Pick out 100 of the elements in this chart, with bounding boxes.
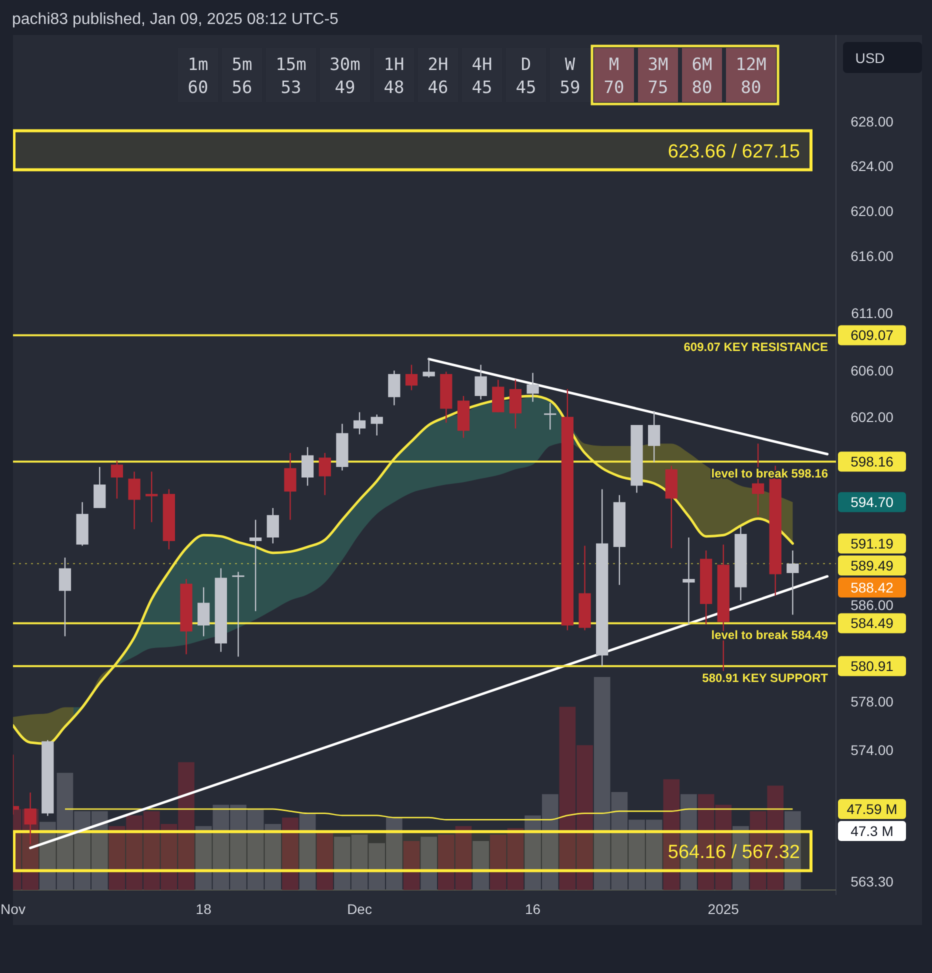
candlestick	[284, 452, 296, 520]
band-label: 623.66 / 627.15	[668, 141, 800, 162]
table-cell: 1m 60	[178, 48, 218, 102]
candlestick	[94, 466, 106, 509]
annotation: 30m	[330, 55, 360, 75]
bar	[282, 818, 298, 890]
candlestick	[405, 364, 418, 391]
bar	[299, 813, 316, 890]
y-tick-label: 611.00	[851, 305, 894, 322]
annotation: 45	[516, 78, 536, 98]
y-axis-title: USD	[855, 50, 885, 66]
annotation: M	[608, 55, 620, 75]
annotation: 60	[188, 78, 208, 98]
table-cell: M 70	[594, 48, 634, 102]
annotation: 1H	[384, 55, 404, 75]
text: 47.3 M	[850, 823, 894, 840]
table-cell: W 59	[550, 48, 590, 102]
candlestick	[682, 536, 695, 625]
candlestick	[266, 507, 279, 544]
candlestick	[474, 364, 487, 400]
candlestick	[58, 557, 72, 637]
chart-title: pachi83 published, Jan 09, 2025 08:12 UTC-5	[12, 11, 339, 28]
bar	[403, 841, 420, 890]
candlestick	[526, 372, 539, 402]
y-tick-label: 563.30	[850, 873, 894, 890]
table-cell: 6M 80	[682, 48, 722, 102]
candlestick	[301, 446, 314, 486]
y-tick-label: 616.00	[850, 248, 894, 264]
text: 588.42	[850, 580, 894, 596]
text: 589.49	[850, 558, 894, 574]
text: 580.91	[850, 658, 894, 674]
y-tick-label: 586.00	[850, 597, 894, 614]
y-tick-label: 606.00	[850, 362, 894, 379]
x-tick-label: 18	[196, 901, 212, 917]
candlestick	[422, 357, 435, 378]
y-tick-label: 578.00	[850, 693, 894, 710]
annotation: 3M	[648, 55, 668, 75]
annotation: 49	[334, 78, 356, 98]
table-cell: 3M 75	[638, 48, 678, 102]
annotation: 15m	[276, 55, 306, 75]
y-tick-label: 624.00	[850, 158, 894, 174]
annotation: 56	[232, 78, 252, 98]
text: 47.59 M	[846, 801, 898, 818]
annotation: 59	[560, 78, 580, 98]
table-cell: 5m 56	[222, 48, 262, 102]
annotation: 12M	[736, 55, 766, 75]
table-cell: 15m 53	[266, 48, 316, 102]
y-tick-label: 628.00	[850, 113, 894, 130]
table-cell: 1H 48	[374, 48, 414, 102]
annotation: 75	[648, 78, 668, 98]
annotation: 48	[384, 78, 404, 98]
text: 591.19	[850, 536, 894, 552]
annotation: 45	[472, 78, 492, 98]
y-tick-label: 602.00	[850, 408, 894, 425]
table-cell: 12M 80	[726, 48, 776, 102]
y-tick-label: 574.00	[850, 742, 894, 758]
annotation: 2H	[428, 55, 448, 75]
candlestick	[388, 370, 400, 406]
table-cell: 30m 49	[320, 48, 370, 102]
table-cell: D 45	[506, 48, 546, 102]
x-tick-label: Dec	[347, 901, 372, 917]
candlestick	[146, 471, 158, 523]
annotation: 46	[428, 78, 448, 98]
candlestick	[232, 571, 244, 658]
annotation: 53	[280, 78, 302, 98]
text: 594.70	[850, 494, 894, 510]
annotation: W	[564, 55, 576, 75]
bar	[420, 836, 437, 890]
band-label: 564.16 / 567.32	[668, 842, 800, 864]
candlestick	[198, 586, 210, 637]
candlestick	[648, 410, 660, 463]
bar	[316, 832, 334, 890]
candlestick	[24, 792, 36, 845]
candlestick	[353, 412, 366, 435]
annotation: D	[520, 55, 532, 75]
candlestick	[318, 452, 331, 496]
x-tick-label: 16	[525, 901, 541, 917]
text: 584.49	[850, 615, 894, 632]
text: 598.16	[850, 454, 894, 470]
annotation: 1m	[188, 55, 208, 75]
annotation: 4H	[472, 55, 492, 75]
candlestick	[250, 519, 262, 612]
table-cell: 2H 46	[418, 48, 458, 102]
annotation: 5m	[232, 55, 252, 75]
bar	[472, 841, 489, 890]
annotation: 70	[604, 78, 624, 98]
ref-line-label: 609.07 KEY RESISTANCE	[684, 340, 828, 354]
candlestick	[544, 402, 556, 430]
text: 609.07	[850, 327, 894, 344]
candlestick	[786, 550, 799, 616]
x-tick-label: 2025	[708, 901, 740, 917]
y-tick-label: 620.00	[850, 202, 894, 219]
annotation: 80	[740, 78, 762, 98]
candlestick	[128, 471, 140, 530]
ref-line-label: 580.91 KEY SUPPORT	[702, 671, 829, 686]
table-cell: 4H 45	[462, 48, 502, 102]
candlestick	[370, 414, 383, 436]
annotation: 80	[692, 78, 712, 98]
x-tick-label: Nov	[0, 901, 26, 917]
annotation: 6M	[692, 55, 712, 75]
